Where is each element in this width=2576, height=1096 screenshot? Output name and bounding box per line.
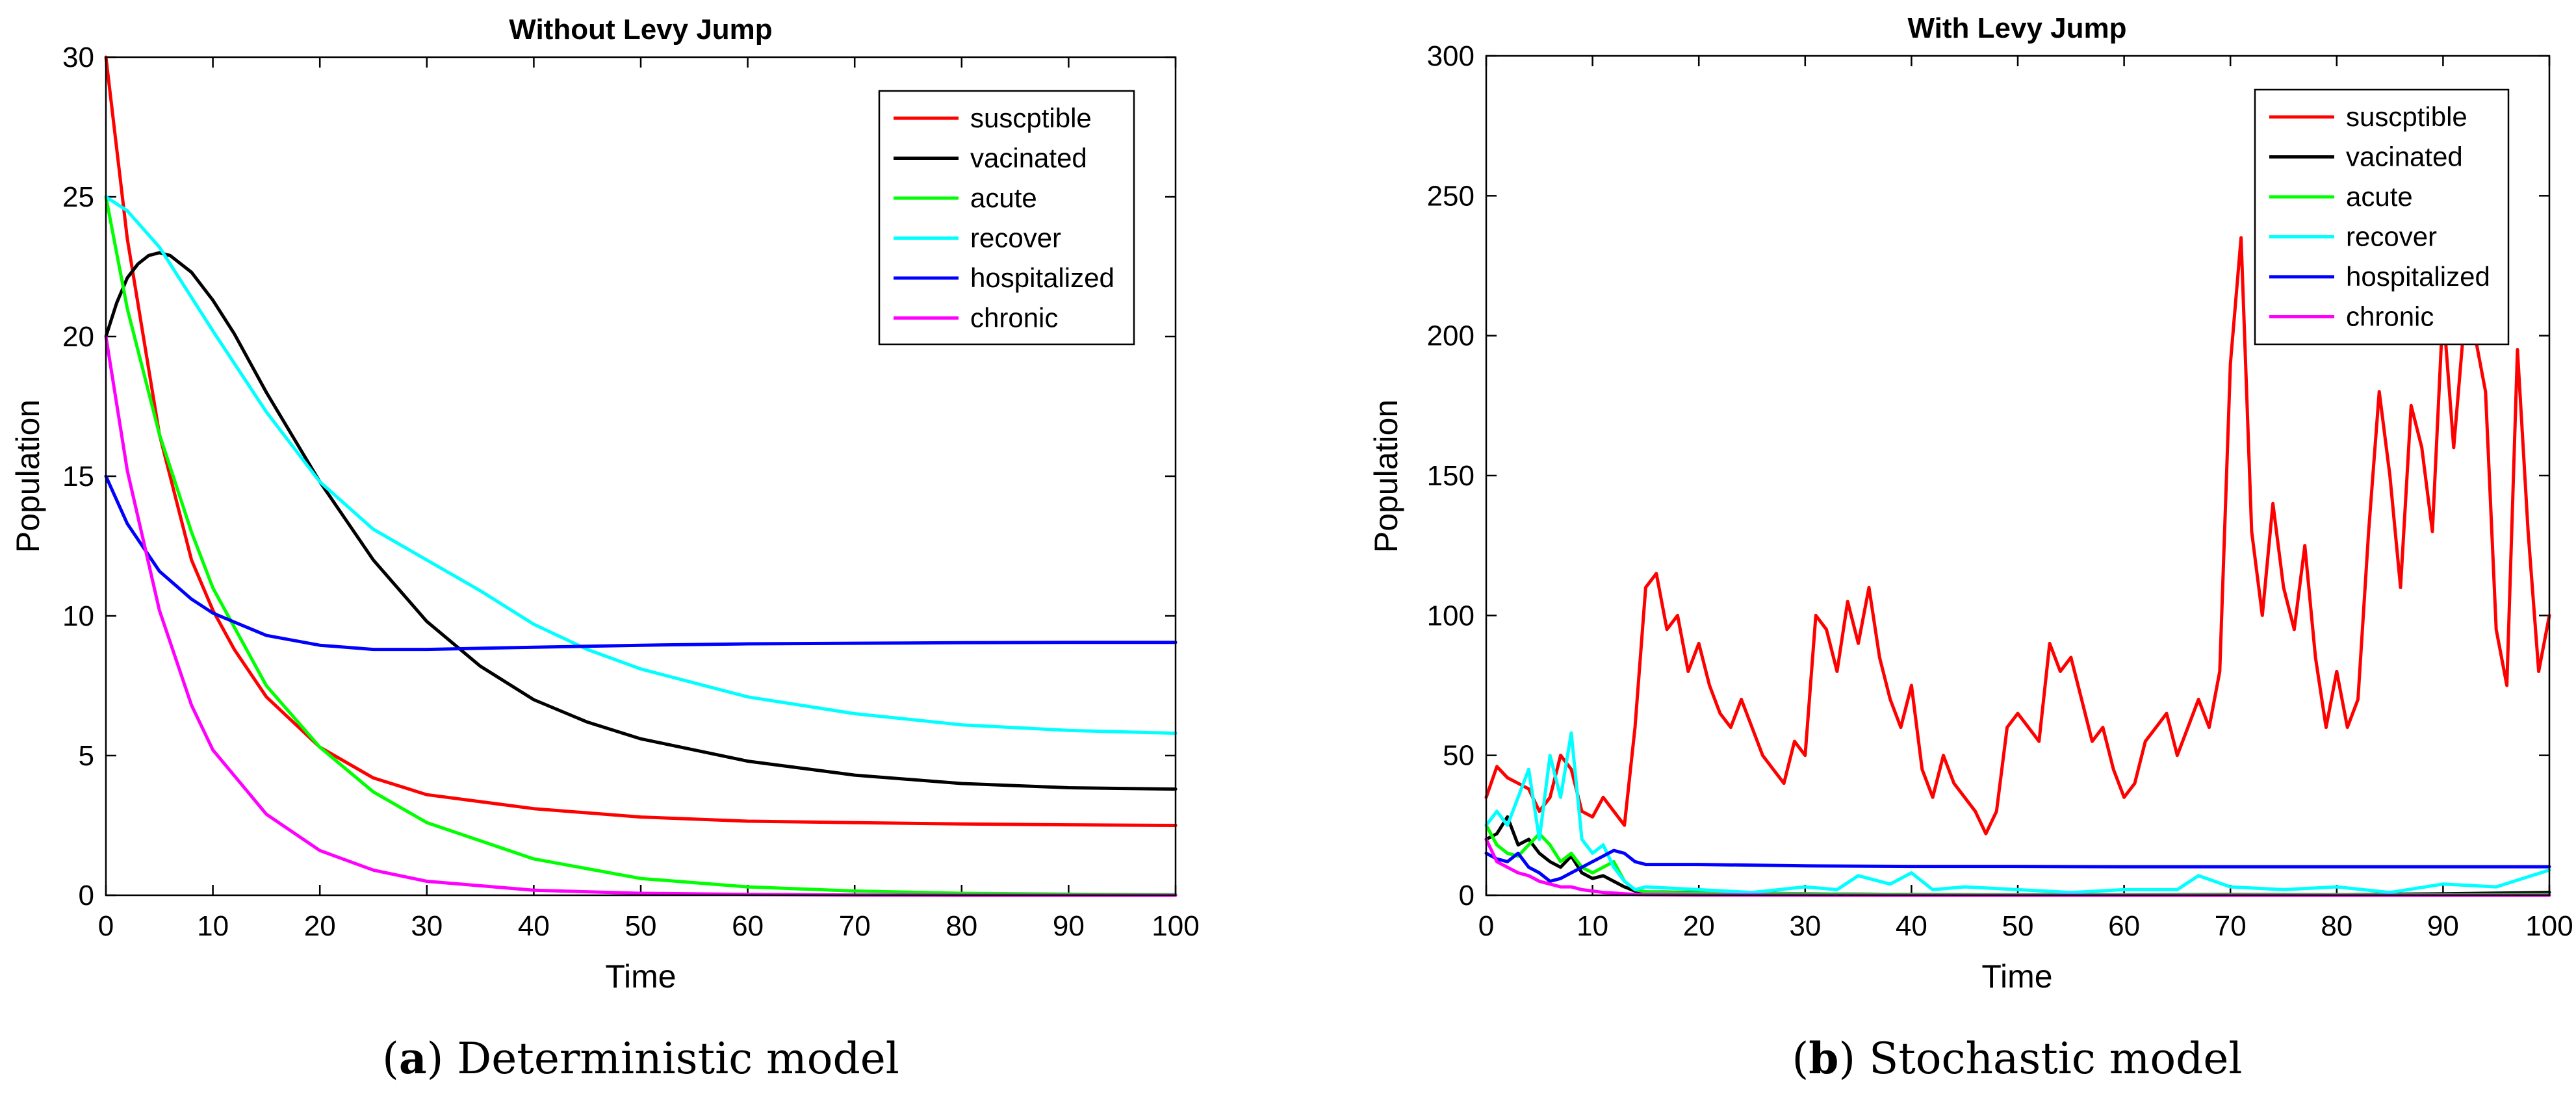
- series-line-vacinated: [1484, 815, 2551, 897]
- x-tick-label: 30: [411, 910, 443, 942]
- panel-deterministic: Without Levy Jump 0 10 20 30 40 50 60 70 80 90 100…: [10, 14, 1200, 995]
- series-line-suscptible: [104, 55, 1178, 827]
- legend-label-vacinated: vacinated: [2346, 142, 2463, 172]
- legend-label-acute: acute: [2346, 181, 2413, 212]
- y-tick-label: 20: [62, 321, 94, 353]
- caption-b: (b) Stochastic model: [1792, 1033, 2242, 1084]
- y-tick-label: 0: [1459, 880, 1475, 911]
- y-tick-label: 0: [79, 880, 94, 911]
- y-tick-label: 100: [1427, 600, 1475, 631]
- x-tick-label: 20: [1683, 910, 1715, 942]
- y-tick-label: 200: [1427, 320, 1475, 352]
- x-tick-label: 60: [732, 910, 764, 942]
- x-tick-label: 90: [1053, 910, 1085, 942]
- series-line-recover: [1484, 731, 2551, 895]
- series-line-suscptible: [1484, 236, 2551, 835]
- x-tick-label: 20: [304, 910, 336, 942]
- x-tick-label: 10: [197, 910, 229, 942]
- legend-label-recover: recover: [2346, 222, 2437, 252]
- x-tick-label: 30: [1789, 910, 1821, 942]
- x-tick-label: 80: [946, 910, 977, 942]
- chart-title: Without Levy Jump: [509, 14, 772, 45]
- legend-label-chronic: chronic: [970, 303, 1058, 333]
- x-tick-label: 50: [2002, 910, 2034, 942]
- caption-a: (a) Deterministic model: [382, 1033, 899, 1084]
- legend-label-vacinated: vacinated: [970, 143, 1087, 173]
- series-line-recover: [104, 195, 1178, 735]
- legend-label-hospitalized: hospitalized: [2346, 261, 2490, 292]
- y-tick-label: 25: [62, 181, 94, 213]
- y-tick-label: 15: [62, 461, 94, 492]
- legend-box: [878, 90, 1135, 346]
- legend-label-suscptible: suscptible: [970, 103, 1092, 133]
- legend-label-recover: recover: [970, 223, 1061, 253]
- series-line-acute: [104, 195, 1178, 897]
- y-tick-label: 30: [62, 42, 94, 73]
- y-tick-label: 10: [62, 600, 94, 632]
- plot-frame: [1485, 55, 2551, 897]
- y-axis-label: Population: [1368, 400, 1404, 553]
- legend-label-acute: acute: [970, 183, 1037, 213]
- legend: suscptible vacinated acute recover hospitali…: [878, 90, 1135, 346]
- x-tick-label: 0: [1478, 910, 1494, 942]
- x-tick-label: 100: [2525, 910, 2573, 942]
- x-tick-label: 90: [2427, 910, 2459, 942]
- legend-label-suscptible: suscptible: [2346, 101, 2467, 132]
- series-line-hospitalized: [104, 474, 1178, 652]
- chart-title: With Levy Jump: [1908, 12, 2127, 44]
- x-tick-label: 40: [1896, 910, 1927, 942]
- series-line-hospitalized: [1484, 848, 2551, 883]
- y-tick-label: 250: [1427, 180, 1475, 212]
- legend: suscptible vacinated acute recover hospitali…: [2254, 88, 2510, 346]
- x-tick-label: 80: [2321, 910, 2352, 942]
- x-axis-label: Time: [605, 958, 676, 995]
- y-tick-label: 5: [79, 740, 94, 772]
- x-tick-label: 70: [839, 910, 871, 942]
- x-tick-label: 10: [1577, 910, 1608, 942]
- legend-label-hospitalized: hospitalized: [970, 262, 1114, 293]
- x-axis-label: Time: [1981, 958, 2052, 995]
- y-tick-label: 150: [1427, 460, 1475, 492]
- plot-frame: [105, 56, 1177, 897]
- x-tick-label: 40: [518, 910, 550, 942]
- x-tick-label: 50: [625, 910, 657, 942]
- legend-label-chronic: chronic: [2346, 301, 2434, 332]
- x-tick-label: 0: [98, 910, 114, 942]
- y-tick-label: 300: [1427, 40, 1475, 72]
- x-tick-label: 60: [2108, 910, 2140, 942]
- series-line-chronic: [104, 335, 1178, 897]
- x-tick-label: 100: [1152, 910, 1199, 942]
- legend-box: [2254, 88, 2510, 346]
- y-tick-label: 50: [1443, 740, 1475, 772]
- y-axis-label: Population: [10, 400, 46, 553]
- series-line-acute: [1484, 823, 2551, 897]
- panel-stochastic: With Levy Jump 0 10 20 30 40 50 60 70 80 90 100 0 50…: [1368, 12, 2573, 995]
- x-tick-label: 70: [2215, 910, 2247, 942]
